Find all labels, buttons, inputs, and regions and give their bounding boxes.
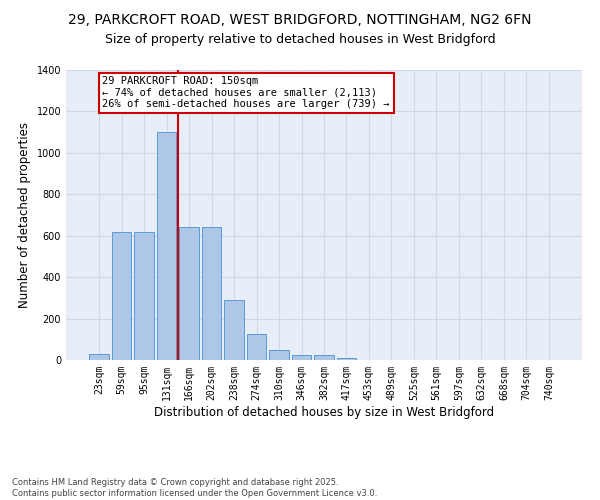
Text: Size of property relative to detached houses in West Bridgford: Size of property relative to detached ho… [104,32,496,46]
Bar [224,300,244,360]
Text: 29 PARKCROFT ROAD: 150sqm
← 74% of detached houses are smaller (2,113)
26% of se: 29 PARKCROFT ROAD: 150sqm ← 74% of detac… [103,76,390,110]
Bar [89,354,109,360]
Text: 29, PARKCROFT ROAD, WEST BRIDGFORD, NOTTINGHAM, NG2 6FN: 29, PARKCROFT ROAD, WEST BRIDGFORD, NOTT… [68,12,532,26]
Bar [134,232,154,360]
Bar [337,358,356,360]
Bar [157,132,176,360]
Bar [112,232,131,360]
Bar [314,355,334,360]
Y-axis label: Number of detached properties: Number of detached properties [18,122,31,308]
Bar [292,355,311,360]
Bar [247,334,266,360]
X-axis label: Distribution of detached houses by size in West Bridgford: Distribution of detached houses by size … [154,406,494,418]
Bar [202,228,221,360]
Bar [269,350,289,360]
Text: Contains HM Land Registry data © Crown copyright and database right 2025.
Contai: Contains HM Land Registry data © Crown c… [12,478,377,498]
Bar [179,228,199,360]
